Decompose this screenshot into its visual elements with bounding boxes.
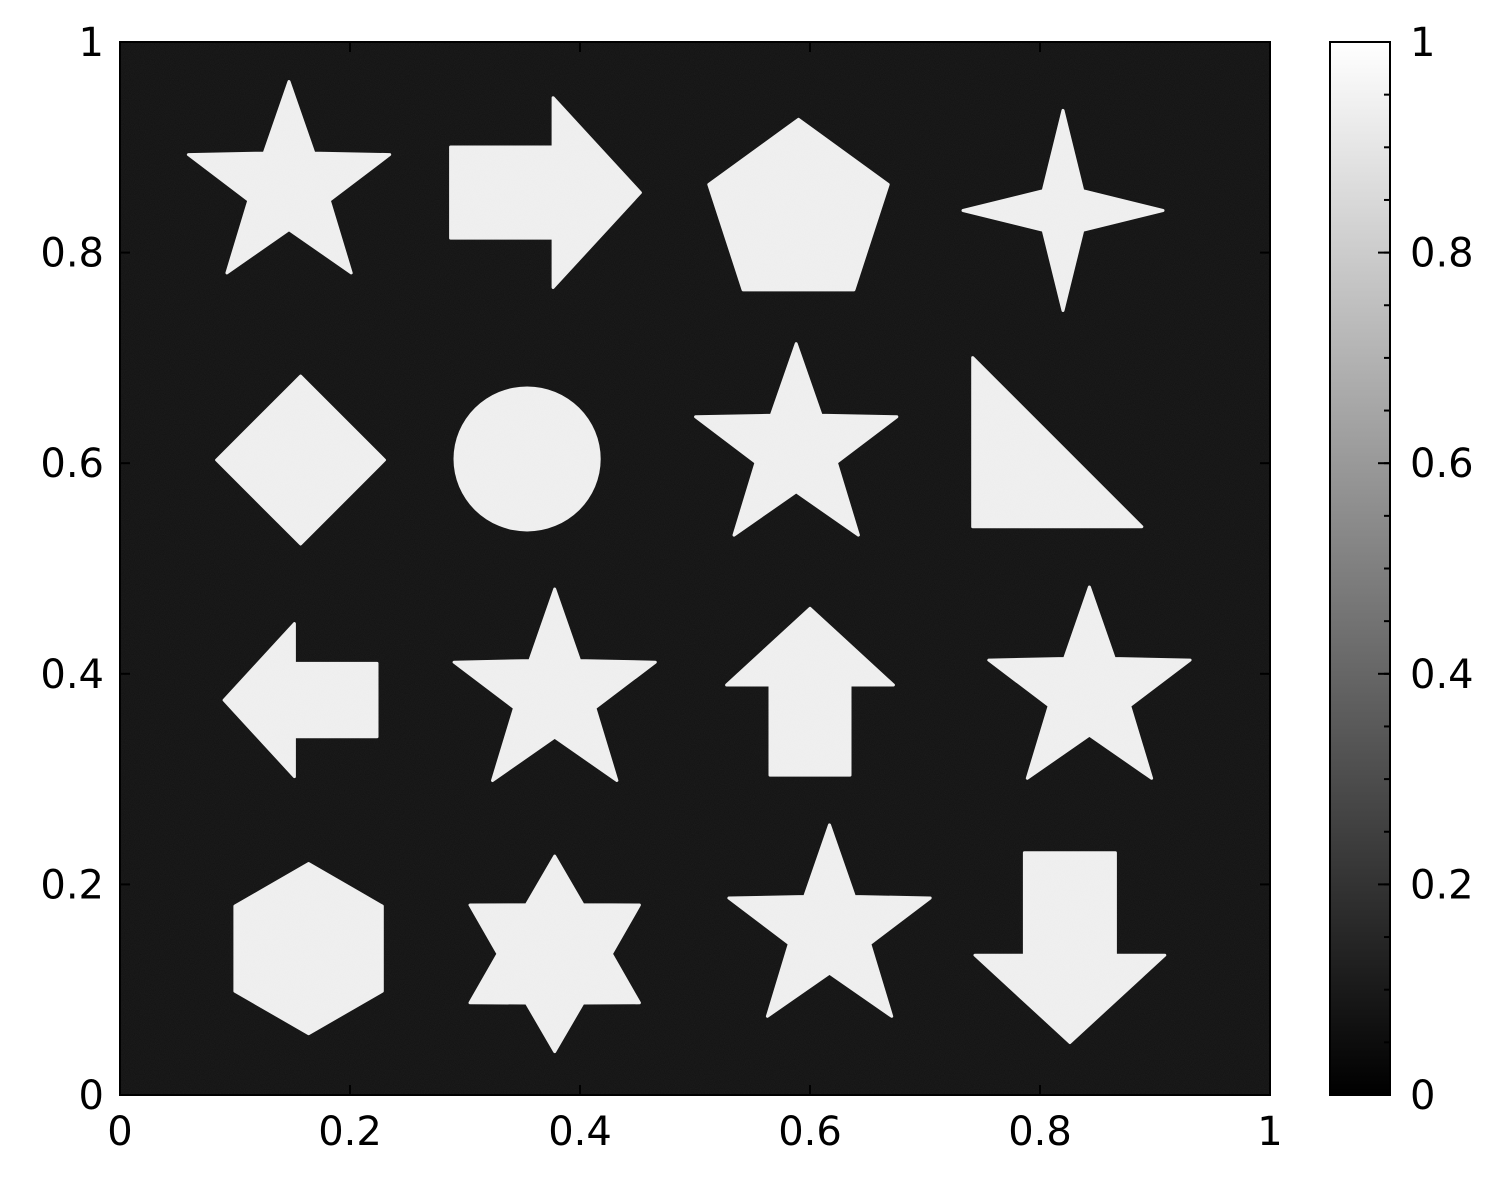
x-tick-label: 1 (1257, 1109, 1282, 1155)
noise-overlay (120, 42, 1270, 1095)
colorbar-ticks: 0 0.2 0.4 0.6 0.8 1 (1378, 20, 1474, 1119)
colorbar-tick-label: 0.6 (1410, 441, 1474, 487)
x-tick-label: 0.4 (548, 1109, 612, 1155)
colorbar-tick-label: 0.8 (1410, 231, 1474, 277)
x-tick-label: 0.6 (778, 1109, 842, 1155)
colorbar-tick-label: 0 (1410, 1073, 1435, 1119)
y-tick-label: 1 (79, 20, 104, 66)
x-axis: 0 0.2 0.4 0.6 0.8 1 (107, 42, 1283, 1155)
x-tick-label: 0 (107, 1109, 132, 1155)
colorbar-tick-label: 0.4 (1410, 652, 1474, 698)
colorbar-gradient (1330, 42, 1390, 1095)
colorbar-tick-label: 0.2 (1410, 862, 1474, 908)
x-tick-label: 0.2 (318, 1109, 382, 1155)
plot-area (119, 41, 1271, 1096)
colorbar-tick-label: 1 (1410, 20, 1435, 66)
y-tick-label: 0.8 (40, 231, 104, 277)
y-axis: 0 0.2 0.4 0.6 0.8 1 (40, 20, 1270, 1119)
x-tick-label: 0.8 (1008, 1109, 1072, 1155)
plot-frame (119, 41, 1271, 1096)
y-tick-label: 0.2 (40, 862, 104, 908)
y-tick-label: 0.4 (40, 652, 104, 698)
y-tick-label: 0 (79, 1073, 104, 1119)
colorbar: 0 0.2 0.4 0.6 0.8 1 (1329, 20, 1474, 1119)
y-tick-label: 0.6 (40, 441, 104, 487)
